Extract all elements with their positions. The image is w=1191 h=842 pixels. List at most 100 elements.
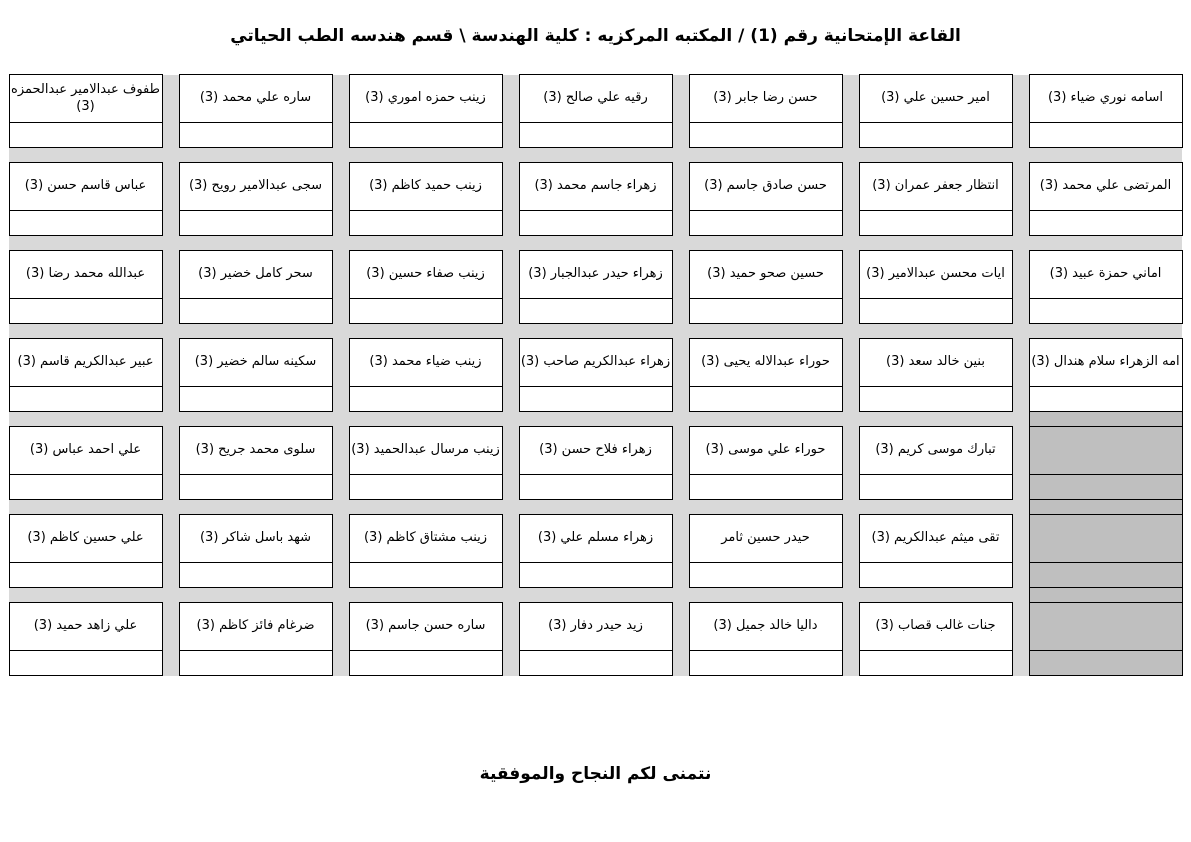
separator-intersection [1012, 323, 1029, 339]
seat-name-cell: عبدالله محمد رضا (3) [8, 250, 163, 299]
column-separator [502, 298, 519, 324]
seat-empty-cell [8, 650, 163, 676]
column-separator [332, 250, 349, 299]
column-separator [1012, 74, 1029, 123]
column-separator [502, 122, 519, 148]
seat-name-cell: امير حسين علي (3) [858, 74, 1013, 123]
separator-intersection [502, 411, 519, 427]
seat-empty-cell [178, 210, 333, 236]
seat-empty-cell [8, 122, 163, 148]
separator-intersection [502, 147, 519, 163]
column-separator [672, 426, 689, 475]
seat-empty-cell [688, 650, 843, 676]
separator-intersection [162, 587, 179, 603]
column-separator [1012, 210, 1029, 236]
column-separator [842, 386, 859, 412]
seat-empty-row [8, 386, 1183, 412]
column-separator [672, 74, 689, 123]
seat-empty-cell [1028, 298, 1183, 324]
seat-empty-cell [178, 298, 333, 324]
seat-name-row: المرتضى علي محمد (3) انتظار جعفر عمران (3… [8, 162, 1183, 211]
seat-name-cell: عبير عبدالكريم قاسم (3) [8, 338, 163, 387]
column-separator [332, 210, 349, 236]
seat-empty-row [8, 298, 1183, 324]
row-separator-cell [179, 235, 332, 251]
column-separator [1012, 386, 1029, 412]
row-separator-cell [859, 235, 1012, 251]
row-separator-cell [1029, 147, 1182, 163]
blocked-empty-cell [1028, 562, 1183, 588]
row-separator-cell [519, 587, 672, 603]
column-separator [842, 74, 859, 123]
blocked-seat-cell [1028, 602, 1183, 651]
separator-intersection [672, 235, 689, 251]
blocked-empty-cell [1028, 474, 1183, 500]
seat-empty-cell [348, 562, 503, 588]
row-separator-cell [689, 147, 842, 163]
column-separator [672, 250, 689, 299]
seat-name-row: جنات غالب قصاب (3) داليا خالد جميل (3) زيد… [8, 602, 1183, 651]
seat-empty-cell [688, 474, 843, 500]
seat-name-cell: ساره علي محمد (3) [178, 74, 333, 123]
seat-name-cell: ايات محسن عبدالامير (3) [858, 250, 1013, 299]
row-separator [9, 499, 1183, 515]
seat-name-cell: حسن صادق جاسم (3) [688, 162, 843, 211]
row-separator-cell [349, 147, 502, 163]
column-separator [1012, 474, 1029, 500]
blocked-seat-cell [1028, 514, 1183, 563]
separator-intersection [672, 587, 689, 603]
seat-name-cell: انتظار جعفر عمران (3) [858, 162, 1013, 211]
column-separator [842, 162, 859, 211]
column-separator [842, 514, 859, 563]
column-separator [502, 602, 519, 651]
column-separator [332, 74, 349, 123]
column-separator [502, 386, 519, 412]
row-separator-cell [859, 499, 1012, 515]
seat-name-cell: ساره حسن جاسم (3) [348, 602, 503, 651]
separator-intersection [842, 235, 859, 251]
row-separator-cell [179, 411, 332, 427]
column-separator [332, 298, 349, 324]
column-separator [1012, 162, 1029, 211]
seat-name-cell: سلوى محمد جريح (3) [178, 426, 333, 475]
seat-name-cell: طفوف عبدالامير عبدالحمزه (3) [8, 74, 163, 123]
column-separator [332, 474, 349, 500]
column-separator [1012, 250, 1029, 299]
column-separator [1012, 514, 1029, 563]
separator-intersection [162, 411, 179, 427]
seat-empty-cell [178, 386, 333, 412]
column-separator [162, 210, 179, 236]
column-separator [1012, 602, 1029, 651]
seat-name-cell: تبارك موسى كريم (3) [858, 426, 1013, 475]
column-separator [842, 562, 859, 588]
row-separator-cell [689, 235, 842, 251]
seat-empty-cell [178, 474, 333, 500]
separator-intersection [842, 499, 859, 515]
column-separator [502, 338, 519, 387]
seat-empty-cell [518, 210, 673, 236]
row-separator-cell [9, 147, 162, 163]
seat-name-cell: زينب مشتاق كاظم (3) [348, 514, 503, 563]
row-separator-cell [689, 411, 842, 427]
column-separator [1012, 338, 1029, 387]
separator-intersection [502, 323, 519, 339]
seat-name-cell: زهراء فلاح حسن (3) [518, 426, 673, 475]
column-separator [502, 210, 519, 236]
row-separator-cell [9, 587, 162, 603]
blocked-empty-cell [1028, 650, 1183, 676]
seat-empty-row [8, 562, 1183, 588]
seat-name-cell: حسن رضا جابر (3) [688, 74, 843, 123]
column-separator [332, 162, 349, 211]
seat-name-cell: علي زاهد حميد (3) [8, 602, 163, 651]
column-separator [672, 210, 689, 236]
row-separator-cell [349, 323, 502, 339]
column-separator [502, 74, 519, 123]
row-separator-cell [1029, 323, 1182, 339]
column-separator [502, 426, 519, 475]
separator-intersection [502, 499, 519, 515]
seat-empty-cell [858, 474, 1013, 500]
separator-intersection [672, 147, 689, 163]
separator-intersection [332, 499, 349, 515]
row-separator-cell [9, 499, 162, 515]
